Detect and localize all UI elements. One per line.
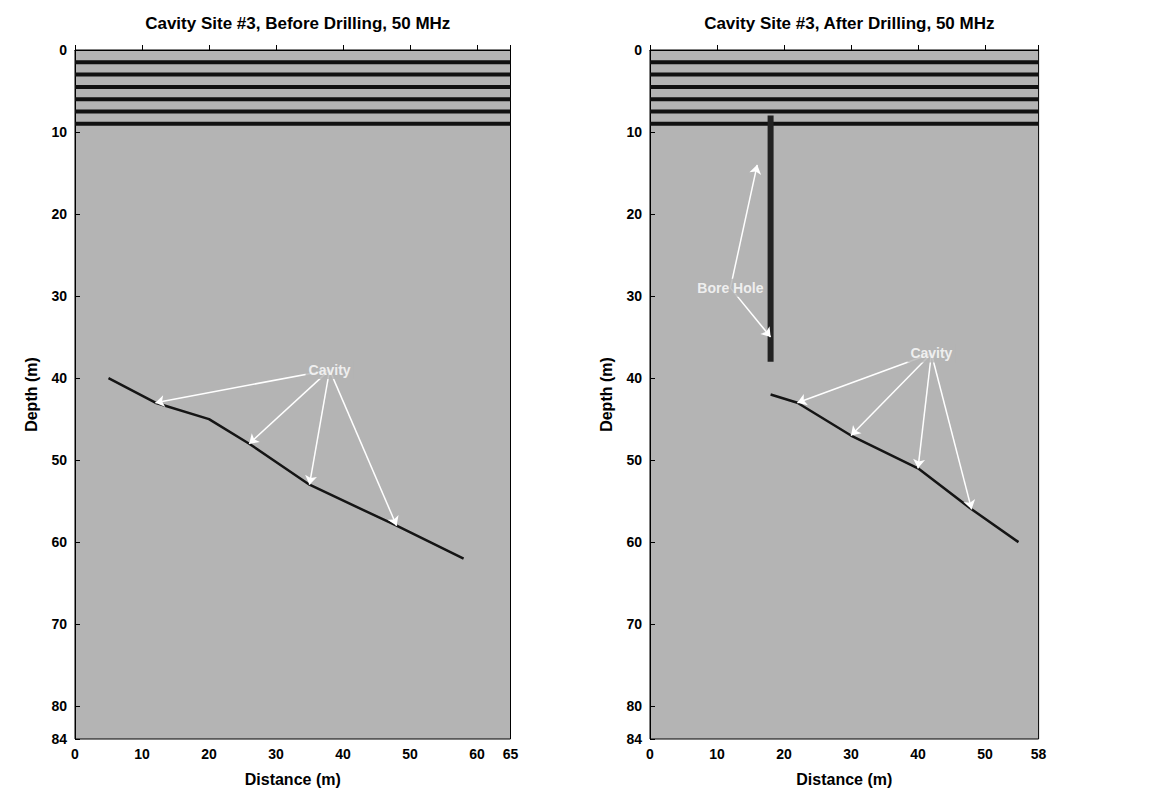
- svg-text:84: 84: [51, 731, 67, 747]
- svg-text:10: 10: [626, 124, 642, 140]
- svg-text:58: 58: [1031, 746, 1047, 762]
- svg-text:Distance (m): Distance (m): [796, 771, 892, 788]
- svg-text:80: 80: [626, 698, 642, 714]
- svg-text:80: 80: [51, 698, 67, 714]
- svg-text:Cavity Site #3, After Drilling: Cavity Site #3, After Drilling, 50 MHz: [704, 14, 994, 33]
- svg-text:0: 0: [71, 746, 79, 762]
- svg-text:65: 65: [503, 746, 519, 762]
- svg-text:20: 20: [776, 746, 792, 762]
- svg-text:20: 20: [201, 746, 217, 762]
- svg-text:30: 30: [626, 288, 642, 304]
- svg-text:60: 60: [51, 534, 67, 550]
- svg-text:50: 50: [977, 746, 993, 762]
- svg-text:60: 60: [626, 534, 642, 550]
- svg-text:10: 10: [51, 124, 67, 140]
- svg-text:Distance (m): Distance (m): [245, 771, 341, 788]
- svg-text:20: 20: [626, 206, 642, 222]
- svg-text:Depth (m): Depth (m): [598, 357, 615, 432]
- svg-text:50: 50: [402, 746, 418, 762]
- svg-text:40: 40: [910, 746, 926, 762]
- svg-text:30: 30: [268, 746, 284, 762]
- svg-text:Cavity: Cavity: [309, 362, 351, 378]
- svg-text:30: 30: [843, 746, 859, 762]
- svg-text:Cavity Site #3, Before Drillin: Cavity Site #3, Before Drilling, 50 MHz: [145, 14, 450, 33]
- svg-text:0: 0: [646, 746, 654, 762]
- svg-text:40: 40: [335, 746, 351, 762]
- svg-text:20: 20: [51, 206, 67, 222]
- svg-text:40: 40: [51, 370, 67, 386]
- svg-text:0: 0: [59, 42, 67, 58]
- svg-text:84: 84: [626, 731, 642, 747]
- svg-text:60: 60: [469, 746, 485, 762]
- svg-text:50: 50: [626, 452, 642, 468]
- svg-text:50: 50: [51, 452, 67, 468]
- svg-text:30: 30: [51, 288, 67, 304]
- svg-text:70: 70: [626, 616, 642, 632]
- svg-text:70: 70: [51, 616, 67, 632]
- svg-text:Depth (m): Depth (m): [23, 357, 40, 432]
- svg-text:Bore Hole: Bore Hole: [697, 280, 763, 296]
- svg-text:40: 40: [626, 370, 642, 386]
- svg-text:10: 10: [134, 746, 150, 762]
- svg-text:Cavity: Cavity: [910, 345, 952, 361]
- svg-text:10: 10: [709, 746, 725, 762]
- svg-text:0: 0: [634, 42, 642, 58]
